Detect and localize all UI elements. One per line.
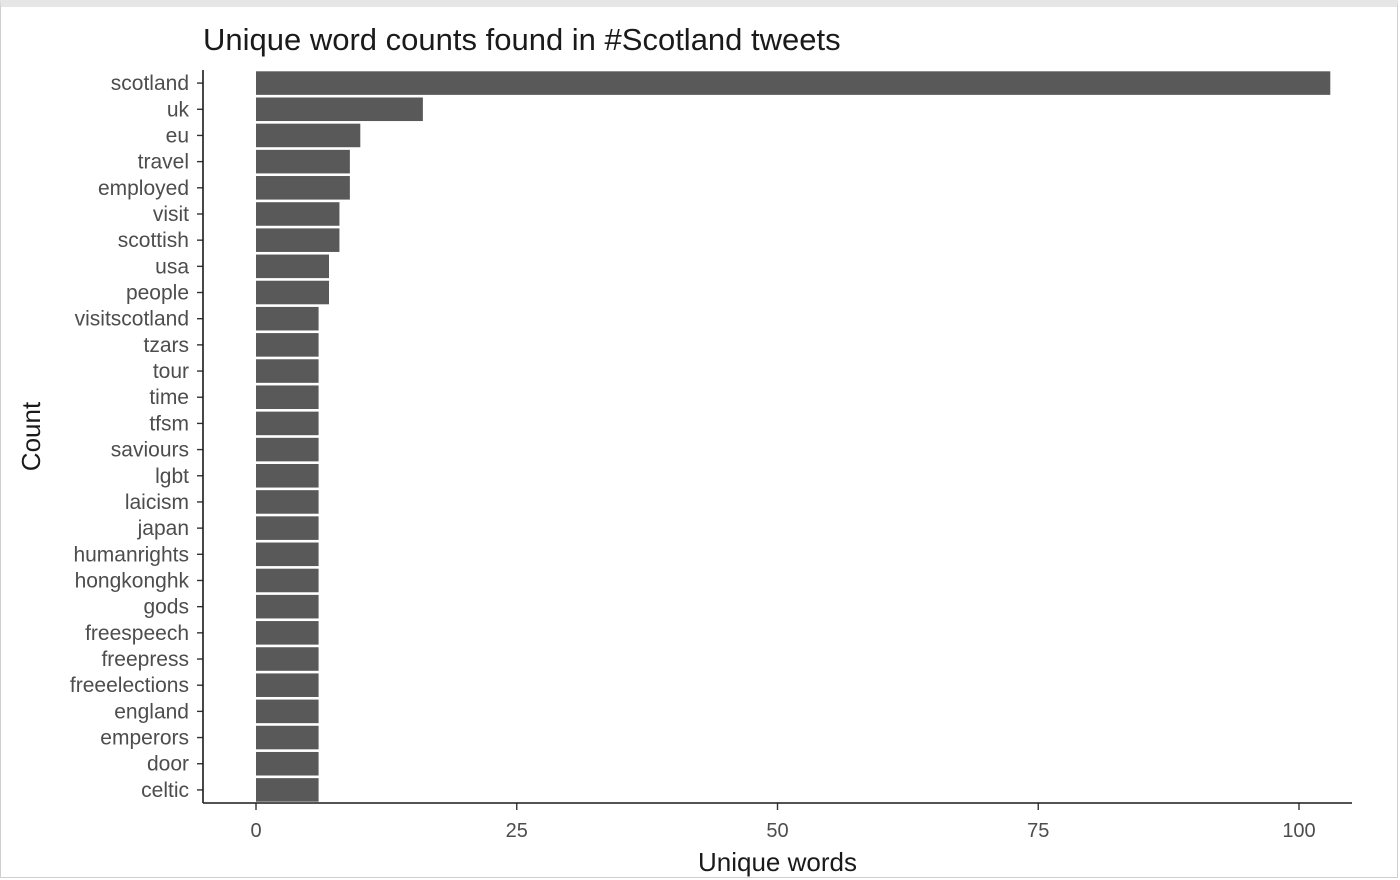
y-tick-label: visit <box>153 203 189 226</box>
bar-freespeech <box>256 621 319 645</box>
chart-title: Unique word counts found in #Scotland tw… <box>203 22 841 57</box>
y-tick-label: tour <box>153 360 189 383</box>
bar-door <box>256 751 319 776</box>
bar-visitscotland <box>256 306 319 331</box>
y-tick-label: tfsm <box>149 412 189 435</box>
bar-eu <box>256 123 361 148</box>
y-tick-label: hongkonghk <box>75 569 190 592</box>
y-axis-label: Count <box>16 401 46 471</box>
x-tick-label: 0 <box>250 820 261 842</box>
y-tick-label: time <box>149 386 189 409</box>
x-tick-label: 75 <box>1027 820 1049 842</box>
bar-scotland <box>256 71 1331 95</box>
y-axis-ticks: scotland uk eu travel employed visit scottish u… <box>70 72 203 802</box>
x-tick-label: 25 <box>506 820 528 842</box>
bar-tour <box>256 359 319 383</box>
bar-gods <box>256 594 319 619</box>
y-tick-label: scottish <box>118 229 189 252</box>
y-tick-label: freepress <box>101 648 189 671</box>
y-tick-label: travel <box>138 151 189 174</box>
bar-usa <box>256 254 330 279</box>
y-tick-label: freespeech <box>85 622 189 645</box>
y-tick-label: employed <box>98 177 189 200</box>
y-tick-label: uk <box>167 98 190 121</box>
x-tick-label: 50 <box>766 820 788 842</box>
y-tick-label: celtic <box>141 779 189 802</box>
bar-employed <box>256 176 350 200</box>
y-tick-label: lgbt <box>155 465 189 488</box>
bar-uk <box>256 97 423 122</box>
bar-tzars <box>256 333 319 357</box>
bar-hongkonghk <box>256 568 319 593</box>
bar-time <box>256 385 319 410</box>
bar-visit <box>256 202 340 226</box>
y-tick-label: freeelections <box>70 674 189 697</box>
y-tick-label: people <box>126 282 189 305</box>
y-tick-label: eu <box>166 124 189 147</box>
y-tick-label: laicism <box>125 491 189 514</box>
bar-travel <box>256 149 350 174</box>
x-axis-ticks: 0 25 50 75 100 <box>250 803 1316 842</box>
y-tick-label: humanrights <box>73 543 189 566</box>
y-tick-label: japan <box>137 517 189 540</box>
y-tick-label: tzars <box>143 334 189 357</box>
y-tick-label: usa <box>155 255 189 278</box>
y-tick-label: saviours <box>111 439 189 462</box>
bar-people <box>256 280 330 305</box>
bar-freepress <box>256 647 319 671</box>
bar-freeelections <box>256 673 319 697</box>
bar-laicism <box>256 490 319 514</box>
bar-humanrights <box>256 542 319 567</box>
y-tick-label: england <box>114 700 189 723</box>
y-tick-label: visitscotland <box>75 308 189 331</box>
bar-celtic <box>256 778 319 802</box>
bar-scottish <box>256 228 340 252</box>
y-tick-label: gods <box>143 596 189 619</box>
bar-england <box>256 699 319 724</box>
y-tick-label: scotland <box>111 72 189 95</box>
bar-saviours <box>256 437 319 462</box>
bars-group <box>256 71 1331 802</box>
x-tick-label: 100 <box>1282 820 1315 842</box>
y-tick-label: emperors <box>100 727 189 750</box>
y-tick-label: door <box>147 753 189 776</box>
bar-emperors <box>256 725 319 750</box>
bar-tfsm <box>256 411 319 436</box>
bar-japan <box>256 516 319 540</box>
x-axis-label: Unique words <box>698 847 857 877</box>
bar-lgbt <box>256 463 319 488</box>
